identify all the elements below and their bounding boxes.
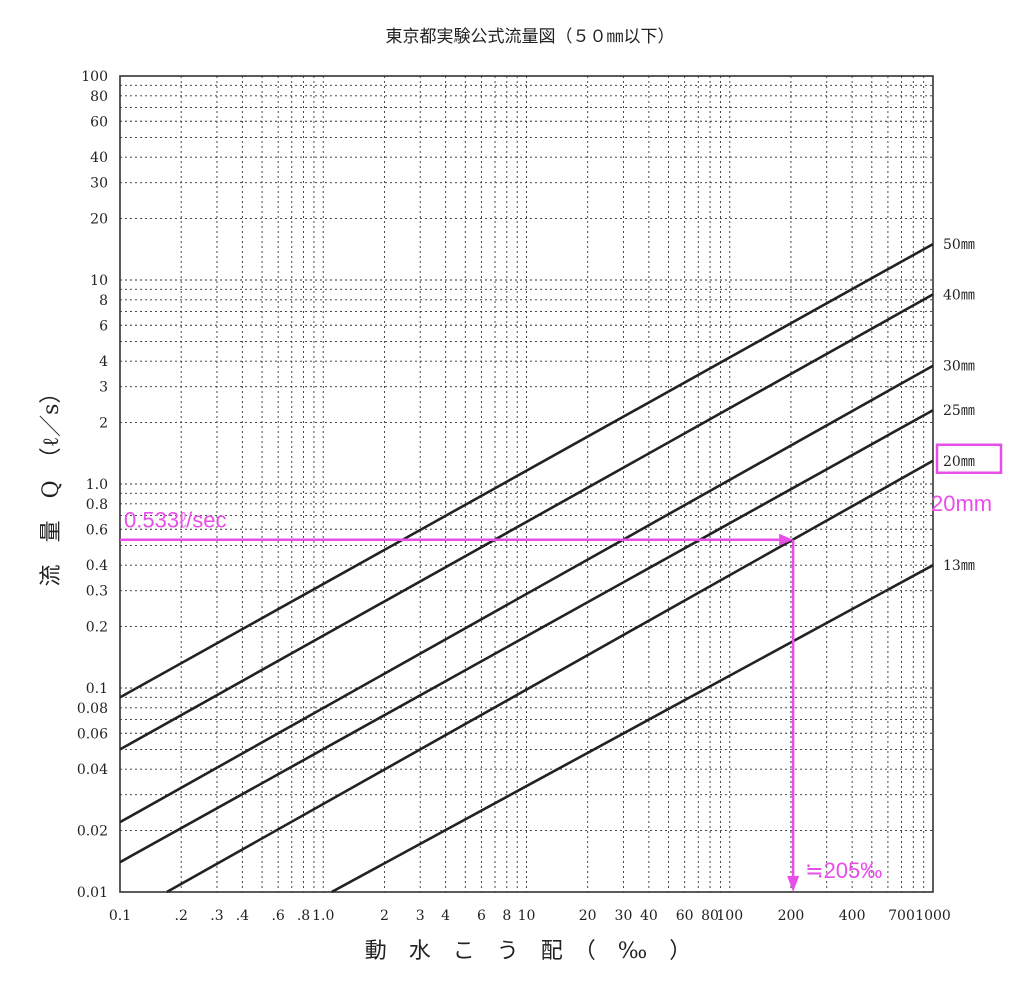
x-tick-label: 2 [380,908,389,924]
arrow-head-icon [779,533,794,546]
y-tick-label: 60 [90,114,108,130]
x-tick-label: 60 [676,908,694,924]
plot-frame [119,75,934,893]
y-tick-label: 2 [99,416,108,432]
x-tick-label: 100 [716,908,743,924]
y-tick-label: 30 [90,176,108,192]
grid [120,76,933,892]
x-axis-label: 動 水 こ う 配 （ ‰ ） [365,939,692,964]
gradient-value-label: ≒205‰ [805,858,882,883]
y-tick-label: 100 [81,69,108,85]
highlight-box [935,443,1003,475]
y-tick-label: 0.8 [86,497,108,513]
y-tick-label: 80 [90,89,108,105]
series-line-13㎜ [331,564,934,894]
x-tick-label: 10 [518,908,536,924]
y-tick-label: 6 [99,318,108,334]
y-tick-label: 0.01 [77,885,108,901]
x-tick-label: 400 [839,908,866,924]
x-tick-label: 0.1 [109,908,131,924]
series-label: 25㎜ [943,403,975,419]
y-tick-label: 0.4 [86,558,108,574]
series-label: 40㎜ [943,287,975,303]
highlight-label: 20mm [931,491,992,516]
x-tick-label: 40 [640,908,658,924]
x-tick-label: .3 [210,908,223,924]
y-tick-label: 0.06 [77,726,108,742]
series-line-25㎜ [119,409,934,864]
x-tick-label: .2 [175,908,188,924]
arrow-head-icon [787,876,800,892]
x-tick-label: 4 [441,908,450,924]
x-tick-label: 30 [615,908,633,924]
y-tick-label: 8 [99,293,108,309]
y-tick-label: 10 [90,273,108,289]
y-tick-label: 0.2 [86,620,108,636]
y-axis-label: 流 量 Q （ℓ／s） [39,382,64,587]
y-tick-label: 0.02 [77,824,108,840]
y-tick-label: 0.08 [77,701,108,717]
annotations: 0.533ℓ/sec ≒205‰ 20mm [120,443,1003,892]
x-tick-label: 200 [778,908,805,924]
y-tick-label: 20 [90,212,108,228]
x-tick-label: 20 [579,908,597,924]
y-tick-label: 0.04 [77,762,108,778]
series-label: 13㎜ [943,558,975,574]
x-tick-label: .4 [236,908,249,924]
flow-value-label: 0.533ℓ/sec [124,508,227,533]
x-tick-label: 700 [888,908,915,924]
y-tick-label: 4 [99,354,108,370]
series-lines: 50㎜ 40㎜ 30㎜ 25㎜ 20㎜ 13㎜ [119,237,975,894]
series-label: 30㎜ [943,359,975,375]
series-label: 50㎜ [943,237,975,253]
x-tick-label: 80 [701,908,719,924]
series-line-30㎜ [119,364,934,824]
x-tick-label: 6 [477,908,486,924]
series-line-20㎜ [166,459,934,894]
y-tick-labels: 100 80 60 40 30 20 10 8 6 4 3 2 1.0 0.8 0.6 0.4 0.3 0.2 0.… [77,69,108,901]
series-line-50㎜ [119,242,934,699]
x-tick-label: 1.0 [312,908,334,924]
y-tick-label: 40 [90,150,108,166]
x-tick-label: 1000 [915,908,951,924]
y-tick-label: 0.3 [86,584,108,600]
y-tick-label: 3 [99,380,108,396]
y-tick-label: 0.1 [86,681,108,697]
chart-title: 東京都実験公式流量図（５０㎜以下） [386,27,675,47]
y-tick-label: 0.6 [86,522,108,538]
x-tick-label: 8 [502,908,511,924]
x-tick-label: .6 [271,908,284,924]
y-tick-label: 1.0 [86,477,108,493]
series-line-40㎜ [119,293,934,751]
series-label: 20㎜ [943,454,975,470]
x-tick-label: 3 [416,908,425,924]
x-tick-label: .8 [297,908,310,924]
